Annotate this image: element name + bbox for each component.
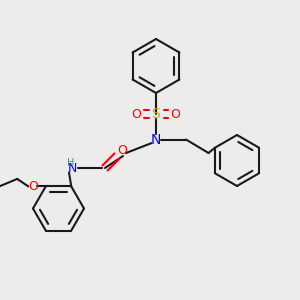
Text: S: S	[152, 107, 160, 121]
Text: N: N	[67, 161, 77, 175]
Text: N: N	[151, 133, 161, 146]
Text: O: O	[118, 144, 127, 157]
Text: O: O	[171, 107, 180, 121]
Text: O: O	[132, 107, 141, 121]
Text: H: H	[67, 158, 74, 168]
Text: O: O	[28, 180, 38, 193]
